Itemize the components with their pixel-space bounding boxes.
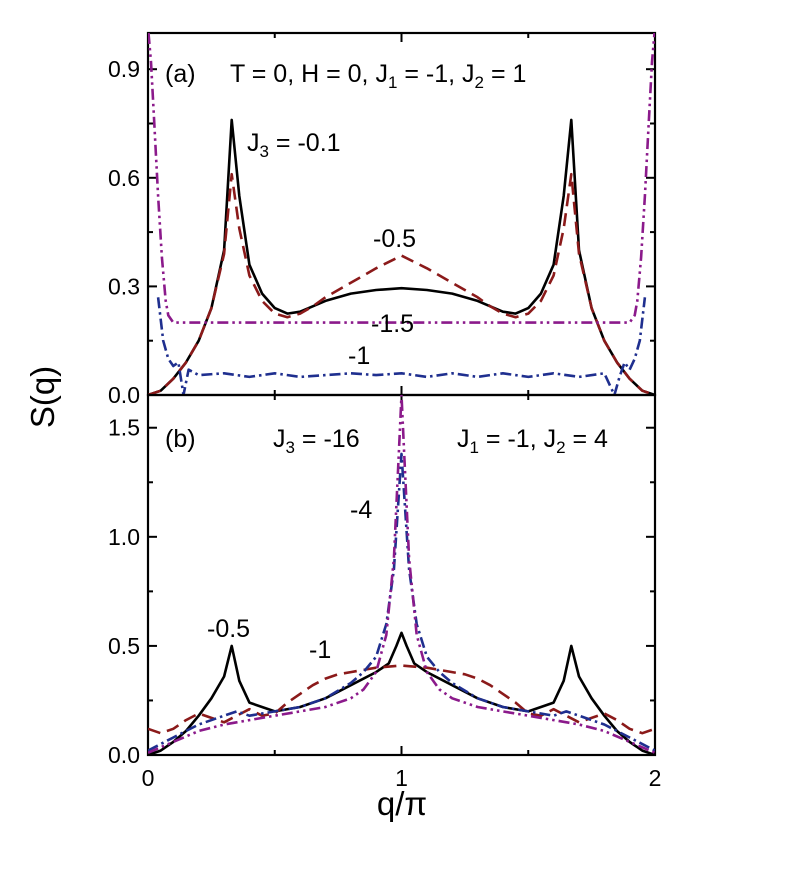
panel-b-label-1: -1: [309, 636, 331, 664]
panel-a-ytick-label-2: 0.6: [108, 165, 140, 191]
panel-a-curves: [148, 33, 655, 395]
panel-b-label-4: -4: [350, 496, 372, 524]
panel-a-series-1: [148, 172, 655, 395]
panel-a-series-2: [148, 33, 655, 324]
panel-b: 0.0 0.5 1.0 1.5 0 1 2 (b) J3​ = -16 J1​ = -1, …: [108, 393, 661, 791]
panel-a-label-1: -1: [348, 342, 370, 370]
panel-b-series-3: [148, 395, 655, 754]
x-axis-title: q/π: [377, 785, 427, 822]
panel-b-ytick-label-1: 0.5: [108, 633, 140, 659]
panel-b-ytick-label-2: 1.0: [108, 524, 140, 550]
panel-b-label-05: -0.5: [207, 615, 250, 643]
panel-a-ytick-label-1: 0.3: [108, 273, 140, 299]
panel-a-ticks: 0.0 0.3 0.6 0.9: [108, 33, 656, 408]
y-axis-title: S(q): [24, 366, 61, 428]
panel-b-ytick-label-3: 1.5: [108, 415, 140, 441]
panel-a-label: (a): [165, 60, 196, 88]
panel-b-series-0: [148, 631, 655, 755]
xtick-label-1: 1: [395, 765, 408, 791]
panel-a-series-3: [156, 297, 647, 395]
panel-b-label: (b): [165, 425, 196, 453]
panel-a-label-j3-01: J3​ = -0.1: [247, 129, 341, 161]
panel-a-label-15: -1.5: [371, 310, 414, 338]
panel-a: 0.0 0.3 0.6 0.9 (a) T = 0, H = 0, J1​ = -1,…: [108, 31, 657, 408]
panel-b-label-j3-16: J3​ = -16: [273, 425, 360, 457]
panel-a-ytick-label-3: 0.9: [108, 56, 140, 82]
xtick-label-0: 0: [142, 765, 155, 791]
panel-b-params: J1​ = -1, J2​ = 4: [457, 425, 608, 457]
panel-b-series-1: [148, 664, 655, 735]
panel-a-params: T = 0, H = 0, J1​ = -1, J2​ = 1: [230, 60, 526, 92]
panel-a-label-05: -0.5: [373, 225, 416, 253]
panel-b-curves: [148, 395, 655, 755]
panel-b-ytick-label-0: 0.0: [108, 742, 140, 768]
panel-b-series-2: [148, 452, 655, 752]
xtick-label-2: 2: [649, 765, 662, 791]
panel-a-ytick-label-0: 0.0: [108, 382, 140, 408]
panel-b-ticks: 0.0 0.5 1.0 1.5 0 1 2: [108, 395, 661, 791]
